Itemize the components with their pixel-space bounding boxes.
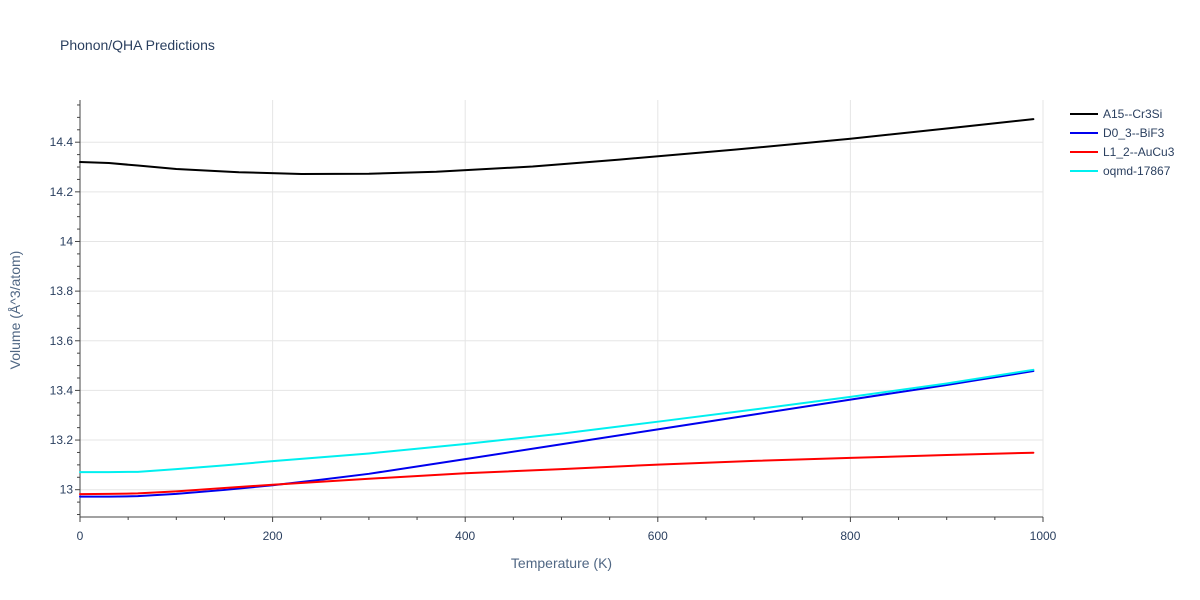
legend-item[interactable]: oqmd-17867 xyxy=(1070,164,1171,178)
legend-label: D0_3--BiF3 xyxy=(1103,126,1165,140)
x-tick-label: 600 xyxy=(648,529,668,543)
x-tick-label: 400 xyxy=(455,529,475,543)
legend-item[interactable]: A15--Cr3Si xyxy=(1070,107,1162,121)
legend[interactable]: A15--Cr3Si D0_3--BiF3 L1_2--AuCu3 oqmd-1786… xyxy=(1070,107,1175,178)
y-tick-label: 13.2 xyxy=(50,433,74,447)
legend-item[interactable]: L1_2--AuCu3 xyxy=(1070,145,1175,159)
series-line-oqmd-17867[interactable] xyxy=(79,368,1035,474)
legend-label: A15--Cr3Si xyxy=(1103,107,1162,121)
x-tick-label: 800 xyxy=(840,529,860,543)
y-tick-label: 14.4 xyxy=(50,135,74,149)
y-tick-label: 13.4 xyxy=(50,383,74,397)
legend-label: oqmd-17867 xyxy=(1103,164,1171,178)
series-line-d0-3-bif3[interactable] xyxy=(79,370,1035,498)
series-line-l1-2-aucu3[interactable] xyxy=(79,451,1035,496)
legend-item[interactable]: D0_3--BiF3 xyxy=(1070,126,1165,140)
y-tick-label: 13 xyxy=(60,483,74,497)
y-tick-label: 13.6 xyxy=(50,334,74,348)
x-axis-title: Temperature (K) xyxy=(511,555,612,571)
y-tick-label: 14 xyxy=(60,234,74,248)
y-tick-label: 14.2 xyxy=(50,185,74,199)
series-line-a15-cr3si[interactable] xyxy=(79,118,1035,175)
x-tick-label: 1000 xyxy=(1030,529,1057,543)
grid xyxy=(80,100,1044,517)
x-tick-label: 0 xyxy=(77,529,84,543)
chart-title: Phonon/QHA Predictions xyxy=(60,37,215,53)
axes: 0 200 400 600 800 1000 13 13.2 13.4 13.6 13.8 14 14.… xyxy=(50,100,1057,543)
y-tick-label: 13.8 xyxy=(50,284,74,298)
x-tick-label: 200 xyxy=(263,529,283,543)
series-lines xyxy=(79,118,1035,498)
y-axis-title: Volume (Å^3/atom) xyxy=(7,251,23,370)
legend-label: L1_2--AuCu3 xyxy=(1103,145,1175,159)
